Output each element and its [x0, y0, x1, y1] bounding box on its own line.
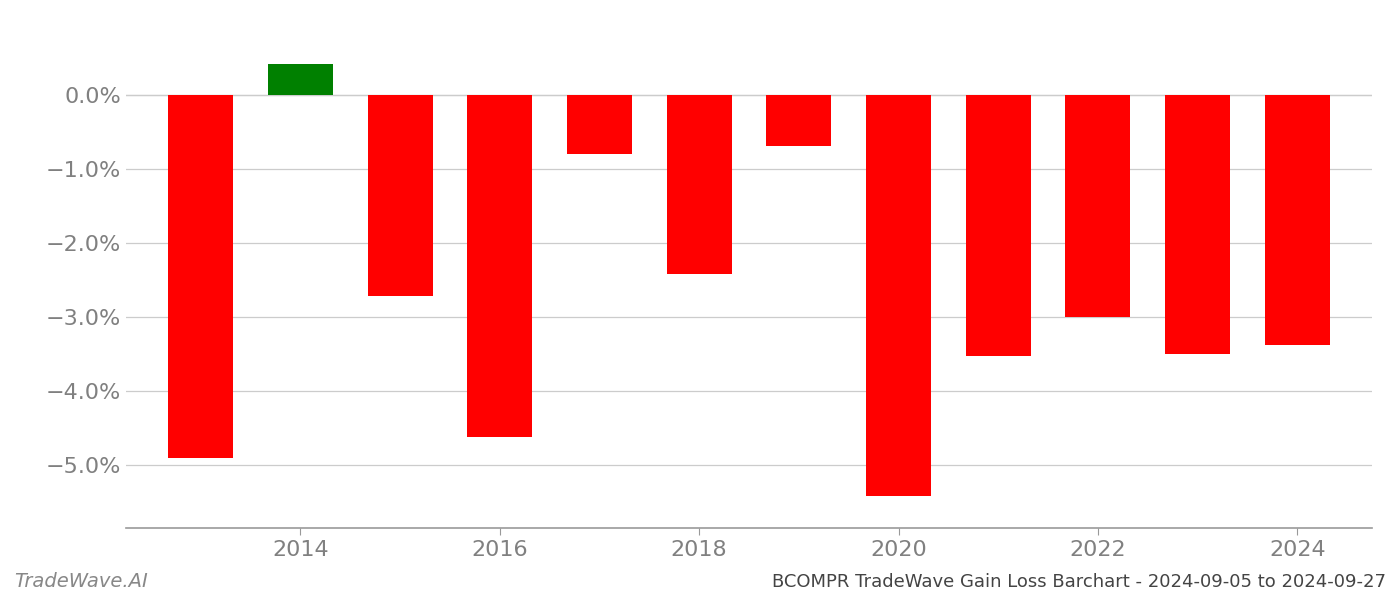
- Bar: [666, 95, 732, 274]
- Bar: [567, 95, 631, 154]
- Bar: [766, 95, 832, 146]
- Bar: [1065, 95, 1130, 317]
- Bar: [1264, 95, 1330, 345]
- Bar: [1165, 95, 1231, 354]
- Bar: [966, 95, 1030, 356]
- Bar: [368, 95, 433, 296]
- Text: BCOMPR TradeWave Gain Loss Barchart - 2024-09-05 to 2024-09-27: BCOMPR TradeWave Gain Loss Barchart - 20…: [771, 573, 1386, 591]
- Bar: [468, 95, 532, 437]
- Bar: [867, 95, 931, 496]
- Text: TradeWave.AI: TradeWave.AI: [14, 572, 148, 591]
- Bar: [168, 95, 234, 458]
- Bar: [267, 64, 333, 95]
